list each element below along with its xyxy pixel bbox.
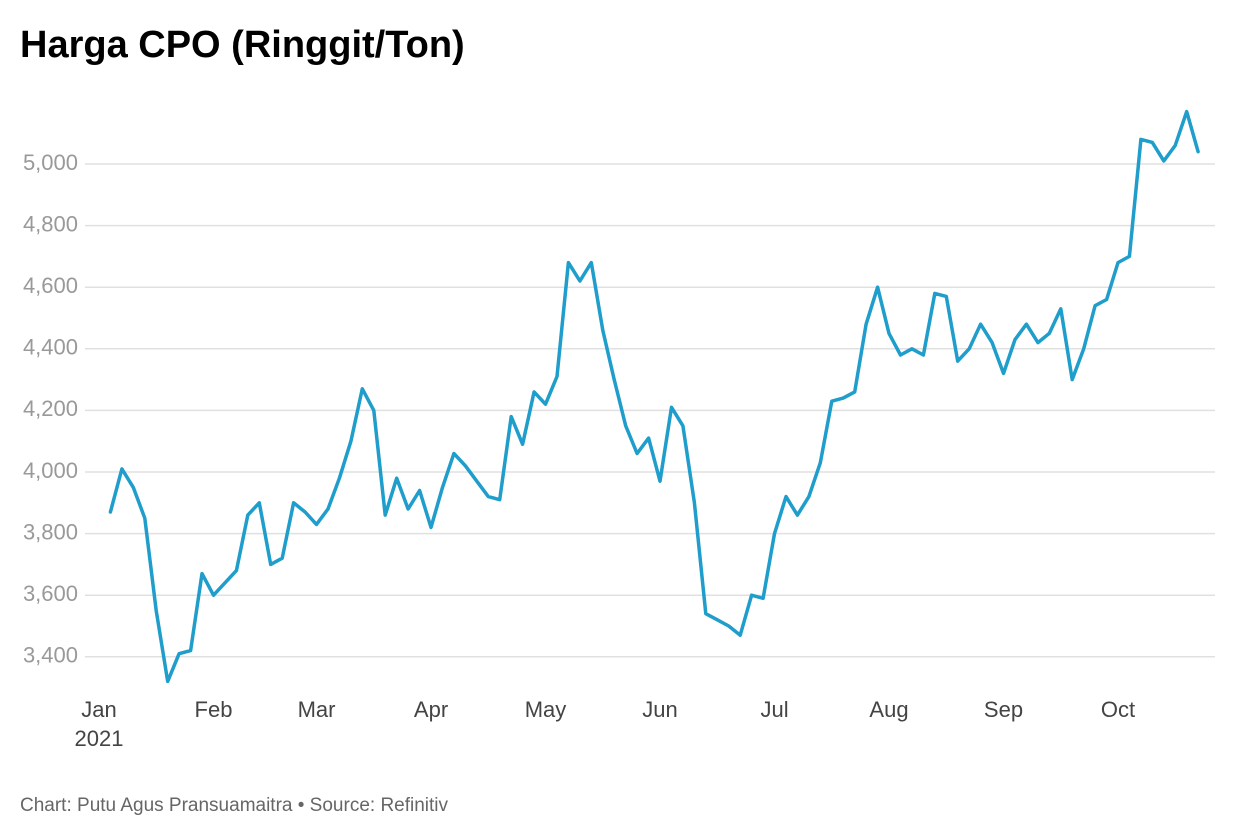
y-tick-label: 4,600 (23, 273, 78, 298)
y-tick-label: 4,400 (23, 335, 78, 360)
y-tick-label: 5,000 (23, 150, 78, 175)
x-tick-label: Apr (414, 697, 448, 722)
x-tick-label: Jun (642, 697, 677, 722)
y-tick-label: 3,400 (23, 643, 78, 668)
x-tick-label: Jan (81, 697, 116, 722)
y-tick-label: 4,000 (23, 458, 78, 483)
y-tick-label: 4,200 (23, 396, 78, 421)
x-tick-label: Jul (760, 697, 788, 722)
x-tick-label: Oct (1101, 697, 1135, 722)
y-tick-label: 4,800 (23, 211, 78, 236)
source-note: Chart: Putu Agus Pransuamaitra • Source:… (20, 795, 449, 816)
x-tick-label: Mar (298, 697, 336, 722)
x-tick-label: May (525, 697, 567, 722)
x-tick-label: Aug (869, 697, 908, 722)
x-tick-label: Feb (195, 697, 233, 722)
chart-title: Harga CPO (Ringgit/Ton) (20, 24, 465, 66)
y-tick-label: 3,600 (23, 581, 78, 606)
price-line (108, 109, 1200, 684)
x-year-label: 2021 (75, 726, 124, 751)
y-tick-label: 3,800 (23, 519, 78, 544)
x-tick-label: Sep (984, 697, 1023, 722)
